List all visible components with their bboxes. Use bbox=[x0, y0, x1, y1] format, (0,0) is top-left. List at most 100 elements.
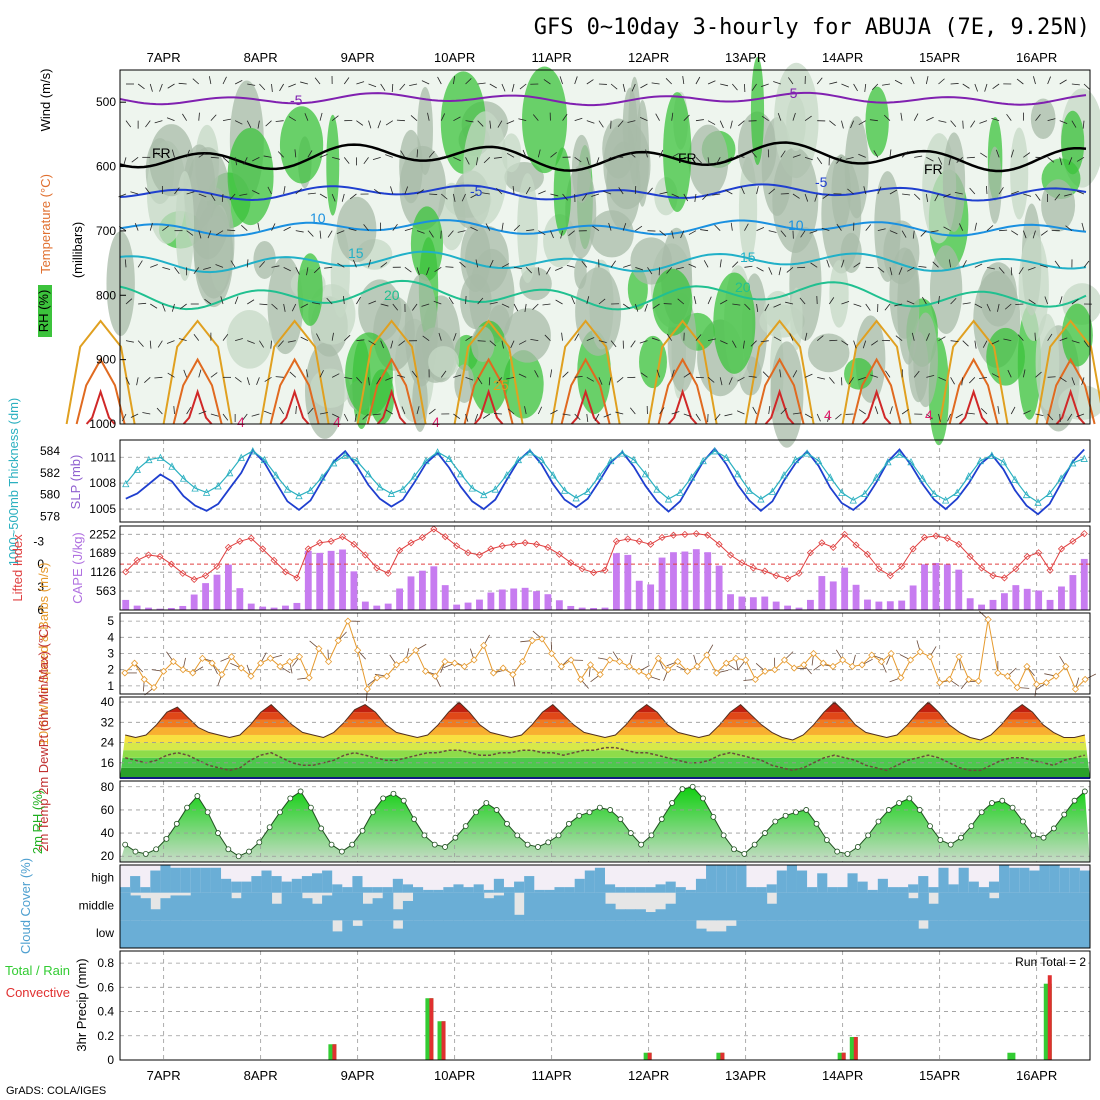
diurnal-isotherm bbox=[667, 388, 698, 425]
cloud-low-bar bbox=[1009, 920, 1020, 948]
wind-barb bbox=[474, 413, 479, 422]
wind-speed-point bbox=[528, 636, 536, 645]
wind-barb bbox=[465, 120, 474, 123]
wind-barb bbox=[362, 413, 369, 420]
li-point bbox=[338, 533, 347, 541]
wind-barb bbox=[506, 152, 515, 158]
wind-barb bbox=[289, 371, 297, 378]
cloud-high-bar bbox=[402, 884, 414, 893]
cape-bar bbox=[886, 601, 894, 610]
wind-barb bbox=[622, 222, 627, 231]
cloud-clear-cell bbox=[665, 865, 677, 893]
wind-barb bbox=[719, 377, 723, 386]
diurnal-isotherm bbox=[841, 319, 912, 425]
rh-point bbox=[338, 848, 345, 855]
wind-barb bbox=[780, 408, 787, 415]
wind-barb bbox=[222, 76, 227, 85]
wind-barb bbox=[229, 193, 236, 201]
temp-band bbox=[120, 767, 1090, 778]
wind-barb bbox=[948, 259, 952, 268]
rh-shading bbox=[297, 253, 323, 326]
wind-barb bbox=[688, 263, 697, 268]
rh-point bbox=[927, 823, 933, 830]
thickness-point bbox=[353, 456, 361, 465]
cloud-middle-bar bbox=[1039, 892, 1051, 921]
thickness-point bbox=[768, 487, 777, 495]
wind-barb bbox=[594, 413, 600, 422]
wind-barb bbox=[198, 112, 200, 121]
wind-barb bbox=[166, 117, 175, 122]
wind-barb bbox=[1076, 190, 1085, 195]
wind-barb bbox=[647, 267, 653, 275]
wind-speed-point bbox=[140, 675, 148, 683]
wind-barb bbox=[1023, 410, 1031, 415]
wind-barb bbox=[858, 409, 866, 415]
wind-barb bbox=[901, 409, 909, 415]
li-point bbox=[350, 540, 358, 548]
wind-barb bbox=[984, 83, 988, 92]
wind-barb bbox=[707, 80, 716, 85]
rh-shading bbox=[460, 222, 491, 292]
cloud-middle-bar bbox=[503, 892, 515, 921]
cloud-high-bar bbox=[544, 889, 555, 893]
wind-barb bbox=[440, 230, 442, 239]
wind-speed-point bbox=[683, 667, 692, 675]
wind-barb bbox=[816, 77, 823, 85]
wind-barb bbox=[695, 334, 702, 341]
rh-shading bbox=[501, 133, 522, 173]
rh-point bbox=[524, 841, 531, 848]
cloud-middle-bar bbox=[958, 892, 970, 921]
wind-barb bbox=[683, 156, 692, 159]
wind-barb bbox=[622, 83, 626, 92]
cloud-low-bar bbox=[584, 920, 596, 948]
wind-speed-point bbox=[1062, 662, 1070, 671]
wind-barb bbox=[1071, 298, 1079, 305]
thickness-point bbox=[526, 448, 534, 456]
rh-point bbox=[266, 824, 273, 831]
wind-barb bbox=[465, 413, 469, 422]
wind-barb bbox=[421, 303, 430, 307]
rh-point bbox=[287, 795, 294, 802]
wind-barb bbox=[617, 120, 624, 128]
rh-point bbox=[215, 830, 221, 836]
cloud-high-bar bbox=[1029, 870, 1040, 893]
wind-barb bbox=[666, 267, 673, 274]
wind-barb bbox=[1054, 260, 1061, 268]
cloud-high-bar bbox=[241, 881, 252, 893]
rh-point bbox=[297, 788, 304, 795]
wind-barb bbox=[817, 376, 826, 380]
contour-label: 20 bbox=[735, 279, 751, 295]
wind-barb bbox=[651, 82, 660, 85]
thickness-point bbox=[283, 485, 292, 493]
wind-barb bbox=[1022, 230, 1027, 239]
wind-barb bbox=[428, 151, 435, 158]
wind-barb bbox=[348, 228, 357, 232]
thickness-point bbox=[306, 486, 315, 494]
wind-barb bbox=[453, 116, 461, 122]
cloud-low-bar bbox=[908, 920, 919, 948]
wind-barb bbox=[598, 340, 607, 343]
axis-label: 1000~500mb Thickness (dm) bbox=[6, 398, 21, 567]
cloud-middle-bar bbox=[322, 895, 333, 921]
rh-point bbox=[194, 793, 201, 799]
diurnal-isotherm bbox=[162, 319, 233, 425]
thickness-point bbox=[918, 474, 927, 482]
wind-barb bbox=[410, 115, 418, 121]
wind-barb bbox=[368, 377, 370, 386]
li-point bbox=[236, 537, 244, 545]
li-point bbox=[978, 564, 986, 572]
cloud-high-bar bbox=[514, 881, 525, 893]
wind-barb bbox=[294, 149, 297, 158]
cloud-high-bar bbox=[908, 884, 919, 893]
wind-barb bbox=[493, 156, 502, 159]
cloud-high-bar bbox=[756, 887, 768, 893]
wind-barb bbox=[1047, 157, 1055, 163]
wind-barb bbox=[938, 120, 947, 123]
rh-point bbox=[803, 807, 810, 813]
wind-barb bbox=[312, 302, 321, 305]
diurnal-isotherm bbox=[75, 357, 126, 425]
wind-barb bbox=[465, 376, 474, 381]
credit-label: GrADS: COLA/IGES bbox=[6, 1085, 106, 1097]
cloud-low-bar bbox=[1039, 920, 1051, 948]
thickness-point bbox=[318, 473, 326, 481]
